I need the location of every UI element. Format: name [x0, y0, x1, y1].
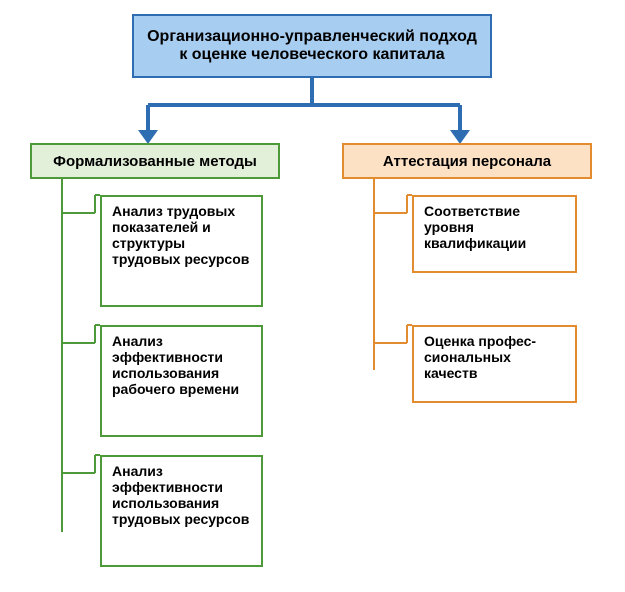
leaf-left-0-label: Анализ трудовых показателей и структуры … — [112, 203, 251, 267]
leaf-left-0: Анализ трудовых показателей и структуры … — [100, 195, 263, 307]
leaf-right-0: Соответствие уровня квалификации — [412, 195, 577, 273]
root-node: Организационно-управленческий подход к о… — [132, 14, 492, 78]
branch-right-label: Аттестация персонала — [383, 153, 551, 170]
leaf-left-1-label: Анализ эффективности использования рабоч… — [112, 333, 251, 397]
leaf-left-2: Анализ эффективности использования трудо… — [100, 455, 263, 567]
root-label: Организационно-управленческий подход к о… — [144, 28, 480, 64]
leaf-left-1: Анализ эффективности использования рабоч… — [100, 325, 263, 437]
branch-left: Формализованные методы — [30, 143, 280, 179]
leaf-right-1: Оценка профес-сиональных качеств — [412, 325, 577, 403]
leaf-right-0-label: Соответствие уровня квалификации — [424, 203, 565, 251]
leaf-right-1-label: Оценка профес-сиональных качеств — [424, 333, 565, 381]
diagram-canvas: Организационно-управленческий подход к о… — [0, 0, 625, 592]
branch-right: Аттестация персонала — [342, 143, 592, 179]
leaf-left-2-label: Анализ эффективности использования трудо… — [112, 463, 251, 527]
connectors-svg — [0, 0, 625, 592]
branch-left-label: Формализованные методы — [53, 153, 257, 170]
